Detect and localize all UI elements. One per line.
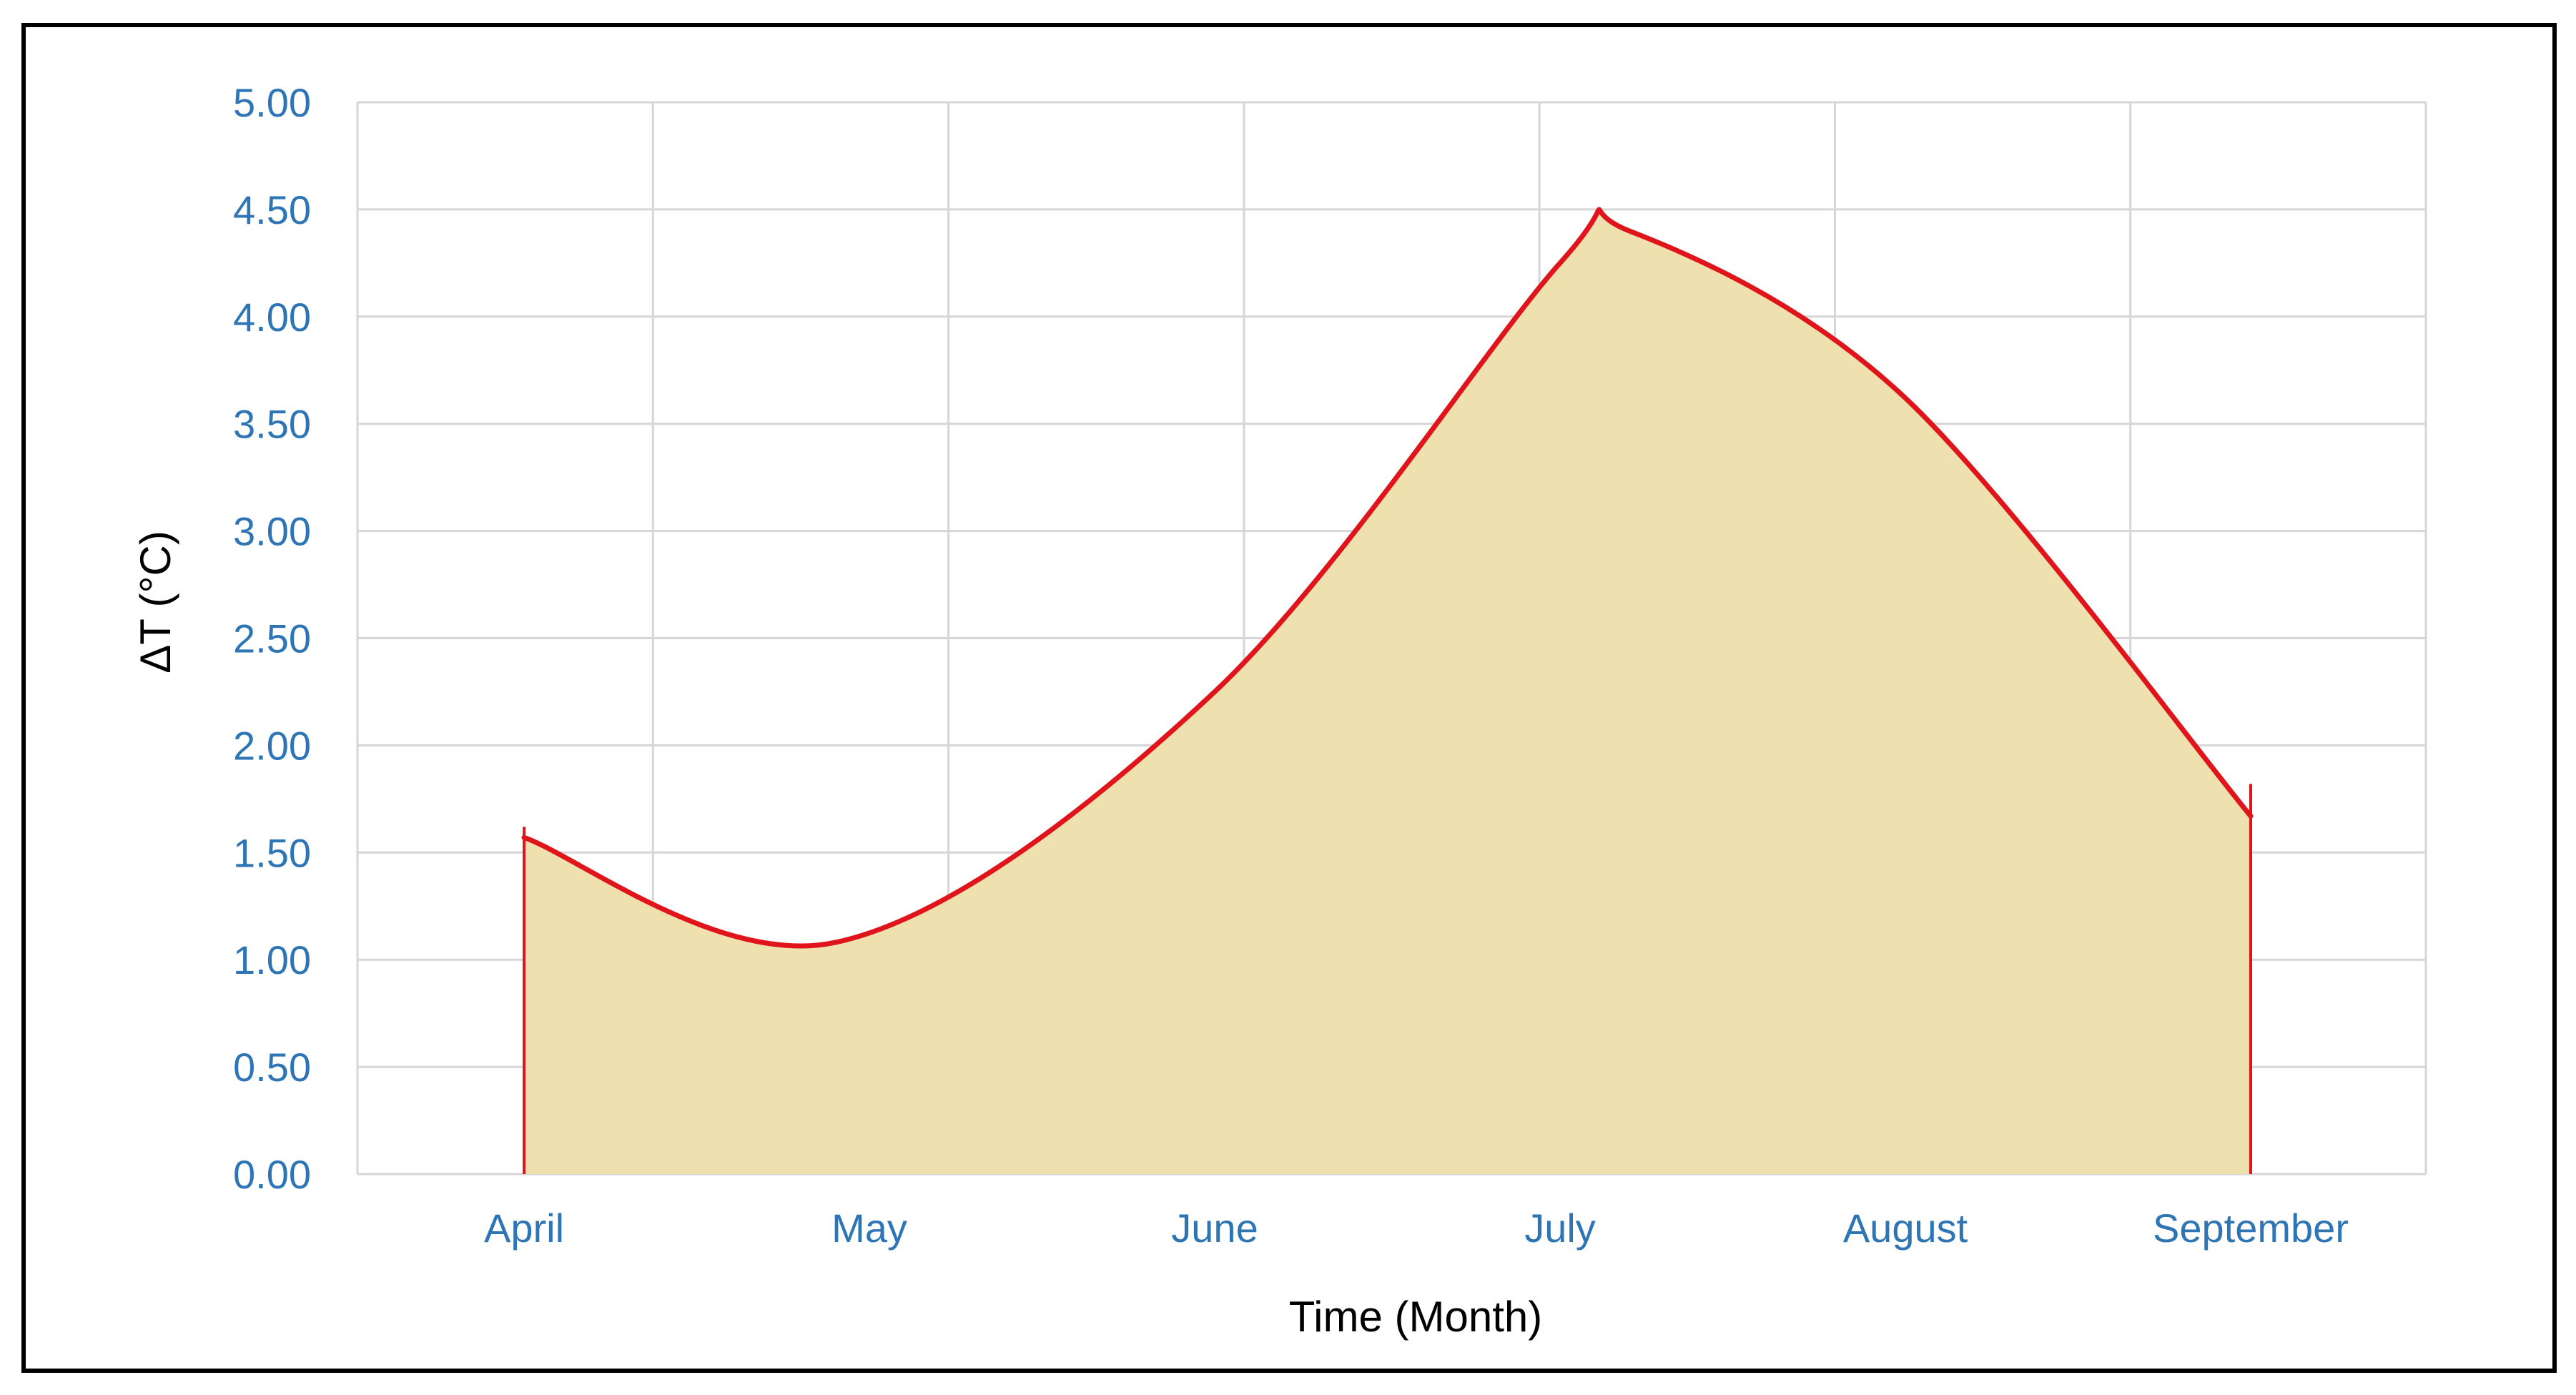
tick-layer: 0.00 0.50 1.00 1.50 2.00 2.50 3.00 3.50 4.00 4.50… xyxy=(233,80,2349,1251)
y-tick-label-8: 4.00 xyxy=(233,295,311,340)
y-tick-label-3: 1.50 xyxy=(233,830,311,875)
y-tick-label-10: 5.00 xyxy=(233,80,311,125)
chart-frame xyxy=(21,23,2557,1373)
area-fill xyxy=(524,210,2251,1174)
area-layer xyxy=(521,207,2254,1174)
y-tick-label-9: 4.50 xyxy=(233,187,311,232)
y-axis-title: ΔT (°C) xyxy=(132,531,179,674)
y-tick-label-2: 1.00 xyxy=(233,937,311,982)
y-tick-label-0: 0.00 xyxy=(233,1152,311,1197)
y-tick-label-6: 3.00 xyxy=(233,509,311,554)
x-tick-label-1: May xyxy=(831,1206,907,1251)
y-tick-label-7: 3.50 xyxy=(233,402,311,447)
x-tick-label-2: June xyxy=(1171,1206,1258,1251)
y-tick-label-4: 2.00 xyxy=(233,723,311,768)
x-tick-label-0: April xyxy=(484,1206,564,1251)
x-tick-label-4: August xyxy=(1843,1206,1968,1251)
x-tick-label-3: July xyxy=(1524,1206,1596,1251)
series-line xyxy=(521,207,2254,949)
y-tick-label-1: 0.50 xyxy=(233,1045,311,1090)
y-tick-label-5: 2.50 xyxy=(233,616,311,661)
x-tick-label-5: September xyxy=(2153,1206,2349,1251)
x-axis-title: Time (Month) xyxy=(1289,1293,1543,1341)
